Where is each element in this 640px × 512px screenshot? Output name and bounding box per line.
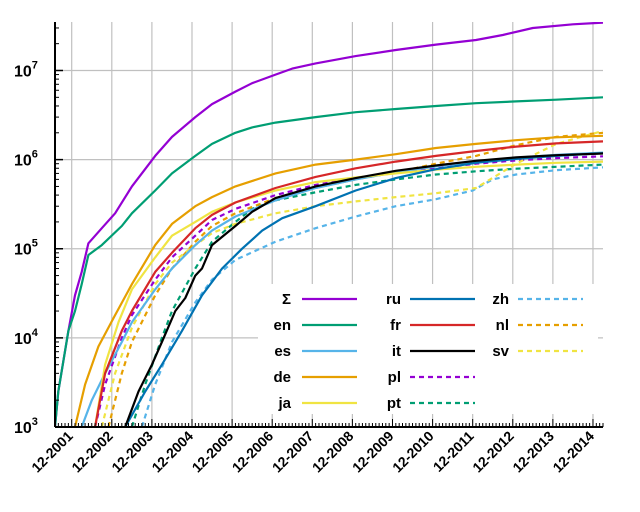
x-tick-label: 12-2007 [269, 428, 317, 476]
legend-label-ja: ja [277, 395, 291, 412]
x-tick-label: 12-2002 [68, 428, 116, 476]
legend-label-it: it [392, 343, 401, 360]
series-lines [55, 22, 603, 427]
x-tick-label: 12-2006 [229, 428, 277, 476]
y-tick-label: 103 [14, 416, 38, 437]
x-tick-label: 12-2009 [349, 428, 397, 476]
legend-label-pl: pl [388, 369, 401, 386]
x-tick-label: 12-2004 [148, 428, 196, 476]
legend-label-nl: nl [496, 317, 509, 334]
y-tick-label: 105 [14, 238, 38, 259]
series-line-fr [94, 140, 603, 427]
x-tick-label: 12-2013 [509, 428, 557, 476]
series-line-Σ [55, 22, 603, 427]
legend-label-zh: zh [492, 291, 509, 308]
x-tick-label: 12-2005 [189, 428, 237, 476]
x-tick-label: 12-2014 [549, 428, 597, 476]
y-tick-label: 106 [14, 149, 38, 170]
series-line-ja [94, 160, 603, 427]
legend-background [258, 284, 598, 414]
series-line-ru [124, 152, 603, 427]
x-tick-label: 12-2001 [28, 428, 76, 476]
series-line-it [124, 152, 603, 427]
series-line-en [55, 96, 603, 427]
x-tick-label: 12-2010 [389, 428, 437, 476]
legend-label-en: en [273, 317, 291, 334]
legend-label-Σ: Σ [282, 291, 291, 308]
legend-label-fr: fr [390, 317, 401, 334]
series-line-zh [140, 166, 603, 427]
y-tick-label: 104 [14, 327, 39, 348]
x-tick-label: 12-2003 [108, 428, 156, 476]
legend-label-pt: pt [387, 395, 401, 412]
legend-label-ru: ru [386, 291, 401, 308]
legend-label-es: es [274, 343, 291, 360]
x-tick-label: 12-2012 [469, 428, 517, 476]
series-line-pl [94, 155, 603, 427]
legend: Σen es de ja ru fr it pl pt zh nl sv [258, 284, 598, 414]
legend-label-de: de [273, 369, 291, 386]
legend-label-sv: sv [492, 343, 509, 360]
series-line-de [73, 134, 603, 427]
x-tick-label: 12-2008 [309, 428, 357, 476]
y-tick-label: 107 [14, 59, 38, 80]
x-tick-label: 12-2011 [430, 428, 477, 475]
